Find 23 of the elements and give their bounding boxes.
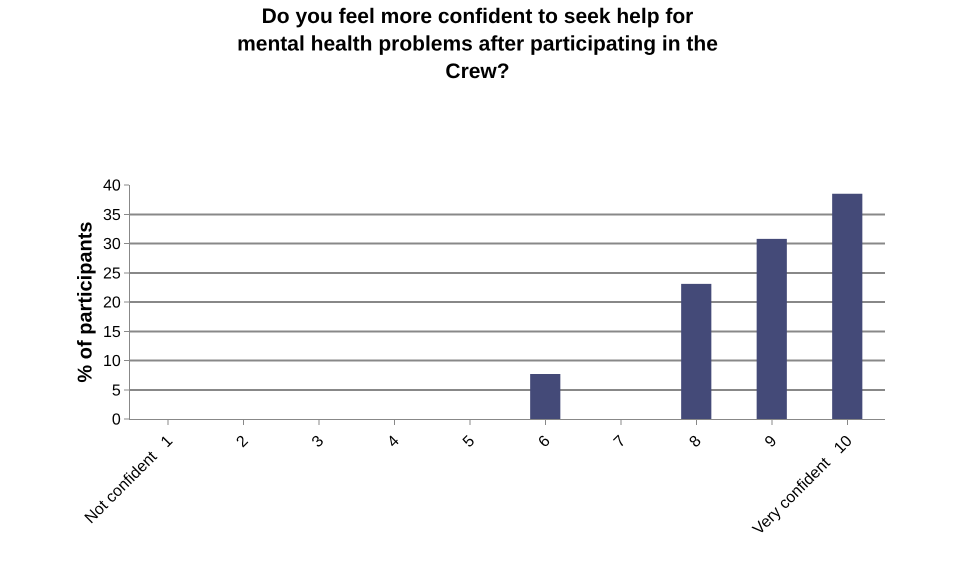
y-tick-label: 0: [112, 412, 121, 429]
bar: [530, 374, 560, 419]
y-axis-title: % of participants: [74, 221, 97, 383]
x-tick-label: 8: [686, 432, 705, 451]
x-tick-label: 3: [308, 432, 328, 451]
x-tick-label: 7: [610, 432, 630, 451]
y-tick-label: 40: [103, 178, 121, 195]
chart-title: Do you feel more confident to seek help for mental health problems after participating in the Crew?: [237, 5, 718, 83]
y-tick-label: 10: [103, 353, 121, 370]
x-tick-label: 9: [762, 432, 780, 451]
y-tick-label: 35: [103, 206, 121, 224]
bar: [756, 238, 787, 419]
bar: [832, 194, 862, 419]
y-tick-label: 5: [112, 382, 121, 400]
y-tick-label: 30: [103, 236, 121, 254]
x-tick-label: 6: [535, 432, 554, 451]
x-tick-label: 4: [384, 432, 403, 451]
y-tick-label: 25: [103, 265, 121, 282]
x-tick-label: 5: [460, 432, 478, 451]
bar: [681, 284, 712, 419]
y-tick-label: 15: [103, 324, 121, 341]
x-tick-label: 2: [233, 432, 252, 451]
y-tick-label: 20: [103, 294, 121, 312]
